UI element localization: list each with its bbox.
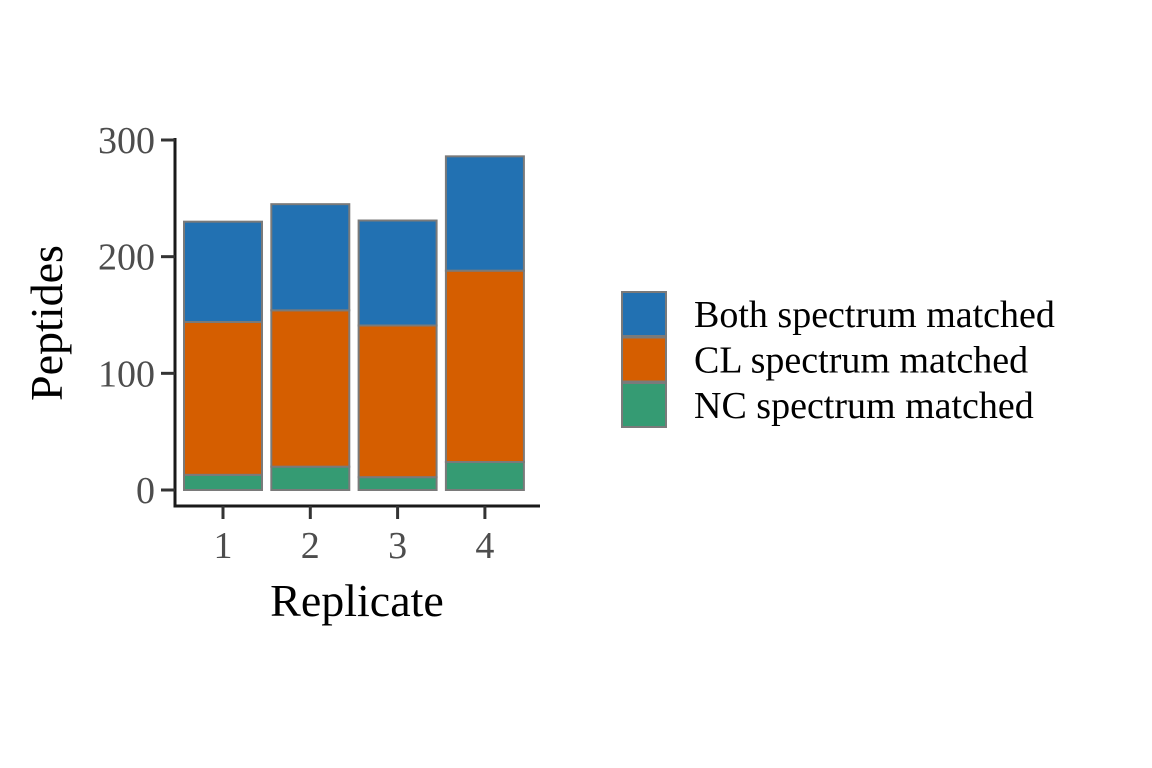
y-axis-title: Peptides <box>21 245 72 401</box>
bar-segment-both-2 <box>270 203 351 312</box>
legend-swatch <box>621 336 667 383</box>
bar-segment-nc-4 <box>444 461 525 491</box>
bar-segment-cl-2 <box>270 309 351 468</box>
legend-swatch <box>621 291 667 337</box>
bar-segment-nc-2 <box>270 465 351 491</box>
bar-segment-cl-3 <box>357 324 438 479</box>
bar-segment-both-3 <box>357 219 438 327</box>
y-tick-label: 300 <box>98 120 155 162</box>
x-tick-label: 3 <box>388 525 407 567</box>
legend-label: CL spectrum matched <box>694 340 1028 382</box>
legend-swatch <box>621 382 667 428</box>
bar-segment-nc-3 <box>357 476 438 491</box>
bar-segment-both-1 <box>183 220 263 324</box>
x-tick-label: 1 <box>214 525 233 567</box>
x-tick-label: 2 <box>301 525 320 567</box>
bar-segment-nc-1 <box>183 473 263 492</box>
bar-segment-cl-4 <box>444 269 525 463</box>
y-tick-label: 200 <box>98 237 155 279</box>
bar-segment-cl-1 <box>183 321 263 476</box>
x-axis-title: Replicate <box>270 575 444 626</box>
bar-segment-both-4 <box>444 155 525 272</box>
legend-label: Both spectrum matched <box>694 294 1055 336</box>
axes-group: 0 100 200 300 1 2 3 4 <box>98 120 540 567</box>
legend-label: NC spectrum matched <box>694 385 1034 427</box>
bars-group <box>183 155 525 492</box>
x-tick-label: 4 <box>475 525 494 567</box>
y-tick-label: 100 <box>98 353 155 395</box>
y-tick-label: 0 <box>136 470 155 512</box>
